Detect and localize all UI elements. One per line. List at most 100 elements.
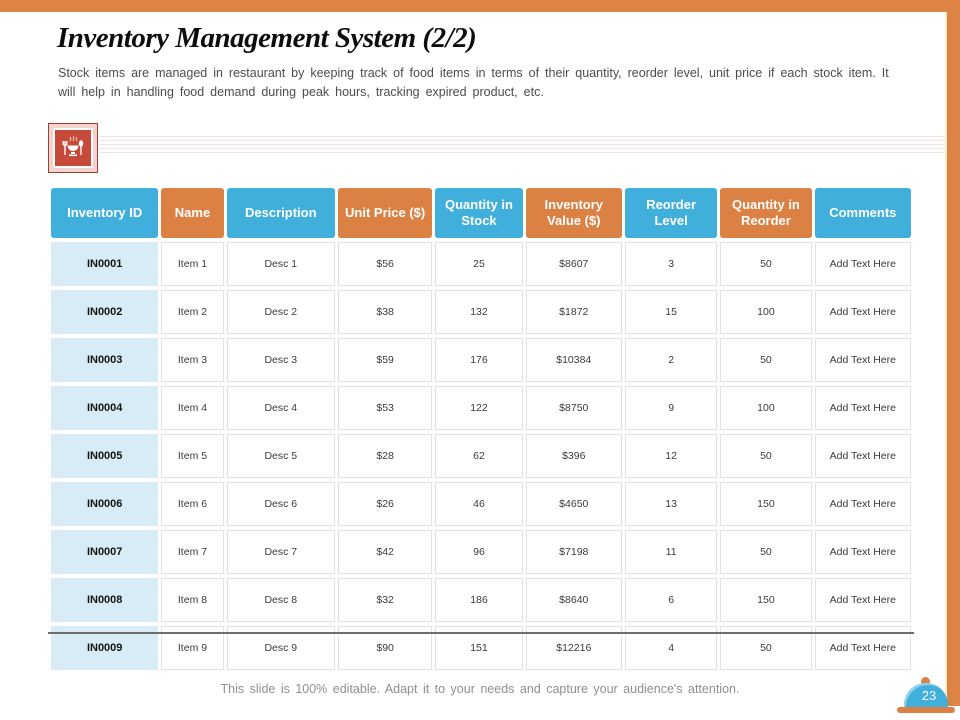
cloche-knob-icon [921,677,930,686]
table-cell: Item 5 [161,434,224,478]
column-header-reorder-level: Reorder Level [624,188,718,238]
inventory-id-cell: IN0003 [51,338,159,382]
column-header-unit-price: Unit Price ($) [337,188,433,238]
table-cell: 6 [624,578,718,622]
table-cell: $42 [337,530,433,574]
table-cell: Add Text Here [814,578,911,622]
table-cell: $53 [337,386,433,430]
page-title: Inventory Management System (2/2) [57,22,477,54]
table-row: IN0007 Item 7 Desc 7 $42 96 $7198 11 50 Add Text… [51,530,911,574]
table-cell: 2 [624,338,718,382]
table-row: IN0004 Item 4 Desc 4 $53 122 $8750 9 100 Add Tex… [51,386,911,430]
table-cell: 11 [624,530,718,574]
table-cell: 3 [624,242,718,286]
table-cell: 50 [720,530,812,574]
table-cell: $7198 [525,530,622,574]
page-number-badge: 23 [897,677,955,713]
table-cell: 186 [435,578,523,622]
table-cell: $26 [337,482,433,526]
column-header-quantity-in-stock: Quantity in Stock [435,188,523,238]
table-cell: 50 [720,434,812,478]
table-cell: 12 [624,434,718,478]
table-cell: $59 [337,338,433,382]
table-row: IN0001 Item 1 Desc 1 $56 25 $8607 3 50 Add Text … [51,242,911,286]
table-cell: Desc 5 [226,434,335,478]
column-header-inventory-value: Inventory Value ($) [525,188,622,238]
table-cell: Desc 3 [226,338,335,382]
table-cell: Item 6 [161,482,224,526]
table-row: IN0002 Item 2 Desc 2 $38 132 $1872 15 100 Add Te… [51,290,911,334]
table-cell: 176 [435,338,523,382]
table-row: IN0005 Item 5 Desc 5 $28 62 $396 12 50 Add Text … [51,434,911,478]
table-cell: Add Text Here [814,482,911,526]
inventory-id-cell: IN0006 [51,482,159,526]
table-row: IN0008 Item 8 Desc 8 $32 186 $8640 6 150 Add Tex… [51,578,911,622]
inventory-id-cell: IN0001 [51,242,159,286]
column-header-comments: Comments [814,188,911,238]
table-cell: 9 [624,386,718,430]
slide-subtitle: Stock items are managed in restaurant by… [58,66,889,99]
table-cell: $8750 [525,386,622,430]
inventory-id-cell: IN0008 [51,578,159,622]
table-cell: Desc 7 [226,530,335,574]
table-cell: 96 [435,530,523,574]
table-cell: Item 7 [161,530,224,574]
dish-fork-spoon-glyph [62,135,84,157]
table-cell: 50 [720,338,812,382]
right-accent-bar [945,0,960,706]
table-cell: $28 [337,434,433,478]
table-cell: Desc 1 [226,242,335,286]
table-cell: Item 2 [161,290,224,334]
inventory-id-cell: IN0007 [51,530,159,574]
table-cell: $396 [525,434,622,478]
table-cell: Add Text Here [814,386,911,430]
table-cell: 15 [624,290,718,334]
column-header-inventory-id: Inventory ID [51,188,159,238]
table-cell: Add Text Here [814,530,911,574]
table-cell: 25 [435,242,523,286]
table-cell: $56 [337,242,433,286]
table-cell: 100 [720,386,812,430]
restaurant-food-icon [53,128,93,168]
table-cell: Item 3 [161,338,224,382]
inventory-table-header: Inventory ID Name Description Unit Price ($… [51,188,911,238]
table-bottom-rule [48,632,914,634]
cloche-base-icon [897,707,955,713]
table-cell: 100 [720,290,812,334]
decorative-lines [100,136,945,154]
table-cell: 13 [624,482,718,526]
table-cell: Desc 4 [226,386,335,430]
inventory-id-cell: IN0004 [51,386,159,430]
table-cell: 122 [435,386,523,430]
table-cell: $10384 [525,338,622,382]
column-header-quantity-in-reorder: Quantity in Reorder [720,188,812,238]
top-accent-bar [0,0,960,12]
table-cell: Add Text Here [814,242,911,286]
table-cell: 132 [435,290,523,334]
table-cell: $8640 [525,578,622,622]
table-cell: Desc 6 [226,482,335,526]
table-cell: $32 [337,578,433,622]
table-cell: Add Text Here [814,434,911,478]
inventory-table: Inventory ID Name Description Unit Price ($… [48,184,914,674]
table-cell: Add Text Here [814,338,911,382]
table-cell: Add Text Here [814,290,911,334]
table-cell: $1872 [525,290,622,334]
table-cell: 46 [435,482,523,526]
table-cell: Item 4 [161,386,224,430]
inventory-id-cell: IN0005 [51,434,159,478]
column-header-name: Name [161,188,224,238]
inventory-id-cell: IN0002 [51,290,159,334]
table-cell: Item 8 [161,578,224,622]
table-cell: $38 [337,290,433,334]
column-header-description: Description [226,188,335,238]
table-row: IN0003 Item 3 Desc 3 $59 176 $10384 2 50 Add Tex… [51,338,911,382]
table-cell: 150 [720,482,812,526]
table-cell: Desc 2 [226,290,335,334]
page-number: 23 [921,688,937,703]
table-cell: 150 [720,578,812,622]
table-cell: $4650 [525,482,622,526]
footer-note: This slide is 100% editable. Adapt it to… [220,682,740,696]
restaurant-food-icon-frame [48,123,98,173]
table-row: IN0009 Item 9 Desc 9 $90 151 $12216 4 50 Add Tex… [51,626,911,670]
